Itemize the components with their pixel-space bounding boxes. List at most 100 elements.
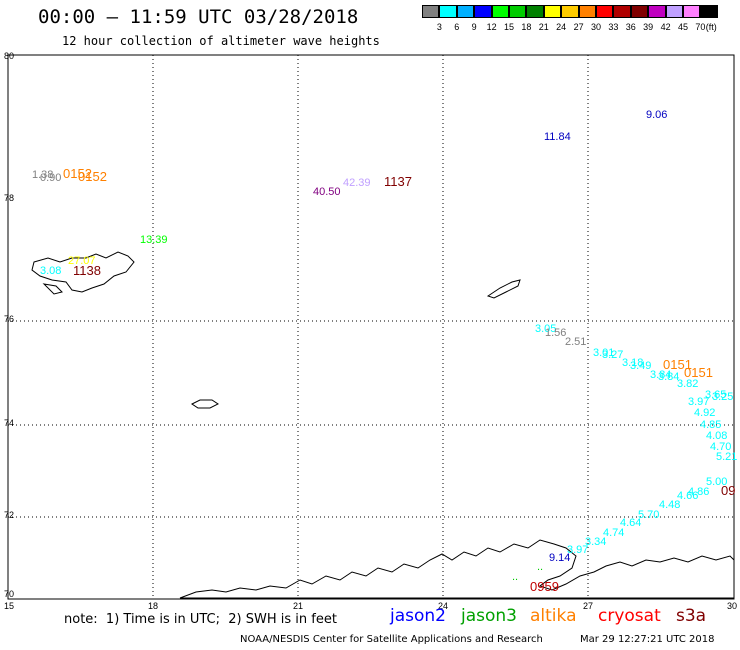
svalbard-coast <box>31 251 135 295</box>
obs-value: 4.08 <box>706 430 727 442</box>
obs-value: 4.85 <box>700 419 721 431</box>
obs-value: 11.84 <box>544 131 571 143</box>
footer-credit: NOAA/NESDIS Center for Satellite Applica… <box>240 634 543 645</box>
color-scale-swatch <box>700 5 718 18</box>
color-scale-swatch <box>439 5 457 18</box>
legend-jason2: jason2 <box>390 606 446 626</box>
color-scale-label: 30 <box>590 22 601 32</box>
obs-value: 3.84 <box>650 369 671 381</box>
obs-value: 5.70 <box>638 509 659 521</box>
color-scale-label: 15 <box>503 22 514 32</box>
lon-label: 30 <box>727 601 737 611</box>
obs-value: 3.97 <box>688 396 709 408</box>
color-scale-swatch <box>491 5 509 18</box>
color-scale-swatch <box>596 5 614 18</box>
lat-label: 78 <box>4 193 14 203</box>
wave-height-observations: 1.38 0.90 0152 0152 40.50 42.39 1137 11.… <box>32 109 737 594</box>
color-scale-swatch <box>578 5 596 18</box>
lon-label: 24 <box>438 601 448 611</box>
color-scale-swatch <box>456 5 475 18</box>
coastlines <box>31 251 735 599</box>
obs-value: 5.21 <box>716 451 737 463</box>
obs-value: 3.49 <box>630 360 651 372</box>
color-scale-swatch <box>526 5 544 18</box>
obs-value: 4.48 <box>659 499 680 511</box>
obs-value: 9.14 <box>549 552 570 564</box>
color-scale-label: 70 <box>695 22 706 32</box>
obs-value: 2.51 <box>565 336 586 348</box>
obs-value: 3.05 <box>535 323 556 335</box>
obs-value: 4.86 <box>688 486 709 498</box>
lat-label: 72 <box>4 510 14 520</box>
obs-value: 40.50 <box>313 186 341 198</box>
obs-value: 4.74 <box>603 527 624 539</box>
lat-label: 80 <box>4 51 14 61</box>
page-title: 00:00 – 11:59 UTC 03/28/2018 <box>38 6 359 28</box>
color-scale-label: 24 <box>556 22 567 32</box>
obs-value: 3.01 <box>593 347 614 359</box>
color-scale-label: 9 <box>471 22 477 32</box>
legend-jason3: jason3 <box>461 606 517 626</box>
lon-label: 21 <box>293 601 303 611</box>
obs-value: 1.38 <box>32 169 53 181</box>
lon-label: 27 <box>583 601 593 611</box>
obs-value: 3.34 <box>585 536 606 548</box>
obs-timestamp: 0151 <box>684 365 713 380</box>
obs-value: 3.84 <box>658 371 679 383</box>
lat-label: 76 <box>4 314 14 324</box>
lat-label: 74 <box>4 418 14 428</box>
obs-value: 0.90 <box>40 172 61 184</box>
obs-value: 4.66 <box>677 490 698 502</box>
bjornoya-island <box>191 399 219 409</box>
color-scale-label: 12 <box>486 22 497 32</box>
obs-value: 5.00 <box>706 476 727 488</box>
obs-timestamp: 0152 <box>78 169 107 184</box>
color-scale-label: 36 <box>625 22 636 32</box>
obs-value: 3.82 <box>677 378 698 390</box>
legend-cryosat: cryosat <box>598 606 661 626</box>
obs-timestamp: 09 <box>721 483 735 498</box>
color-scale-swatch <box>630 5 649 18</box>
color-scale-label: 27 <box>573 22 584 32</box>
obs-value: 3.27 <box>602 349 623 361</box>
footer-timestamp: Mar 29 12:27:21 UTC 2018 <box>580 634 715 645</box>
obs-value: 3.18 <box>622 357 643 369</box>
obs-timestamp: 0151 <box>663 357 692 372</box>
obs-value: 3.25 <box>712 391 733 403</box>
graticule <box>8 55 734 599</box>
color-scale-label: 21 <box>538 22 549 32</box>
lat-label: 70 <box>4 589 14 599</box>
legend-altika: altika <box>530 606 577 626</box>
color-scale-swatch <box>648 5 666 18</box>
obs-value: 1.56 <box>545 327 566 339</box>
color-scale-label: 39 <box>643 22 654 32</box>
color-scale-label: 18 <box>521 22 532 32</box>
obs-marker: .. <box>512 571 518 583</box>
lon-label: 15 <box>4 601 14 611</box>
obs-value: 13.39 <box>140 234 168 246</box>
obs-value: 4.64 <box>620 517 641 529</box>
color-scale-swatch <box>543 5 562 18</box>
color-scale-swatch <box>561 5 579 18</box>
obs-value: 3.65 <box>705 389 726 401</box>
color-scale-label: 33 <box>608 22 619 32</box>
obs-value: 4.70 <box>710 441 731 453</box>
obs-value: 9.06 <box>646 109 667 121</box>
color-scale-swatch <box>613 5 631 18</box>
lon-label: 18 <box>148 601 158 611</box>
obs-timestamp: 0152 <box>63 166 92 181</box>
color-scale-swatch <box>683 5 701 18</box>
color-scale-label: 45 <box>677 22 688 32</box>
norway-coast <box>179 539 735 599</box>
obs-value: 42.39 <box>343 177 371 189</box>
color-scale-swatch <box>422 5 440 18</box>
obs-marker: .. <box>537 561 543 573</box>
legend-s3a: s3a <box>676 606 707 626</box>
obs-value: 3.08 <box>40 265 61 277</box>
color-scale-swatch <box>474 5 492 18</box>
obs-value: 4.92 <box>694 407 715 419</box>
obs-timestamp: 1137 <box>384 174 412 189</box>
page-subtitle: 12 hour collection of altimeter wave hei… <box>62 34 380 48</box>
color-scale-swatch <box>509 5 527 18</box>
hopen-island <box>486 279 521 299</box>
